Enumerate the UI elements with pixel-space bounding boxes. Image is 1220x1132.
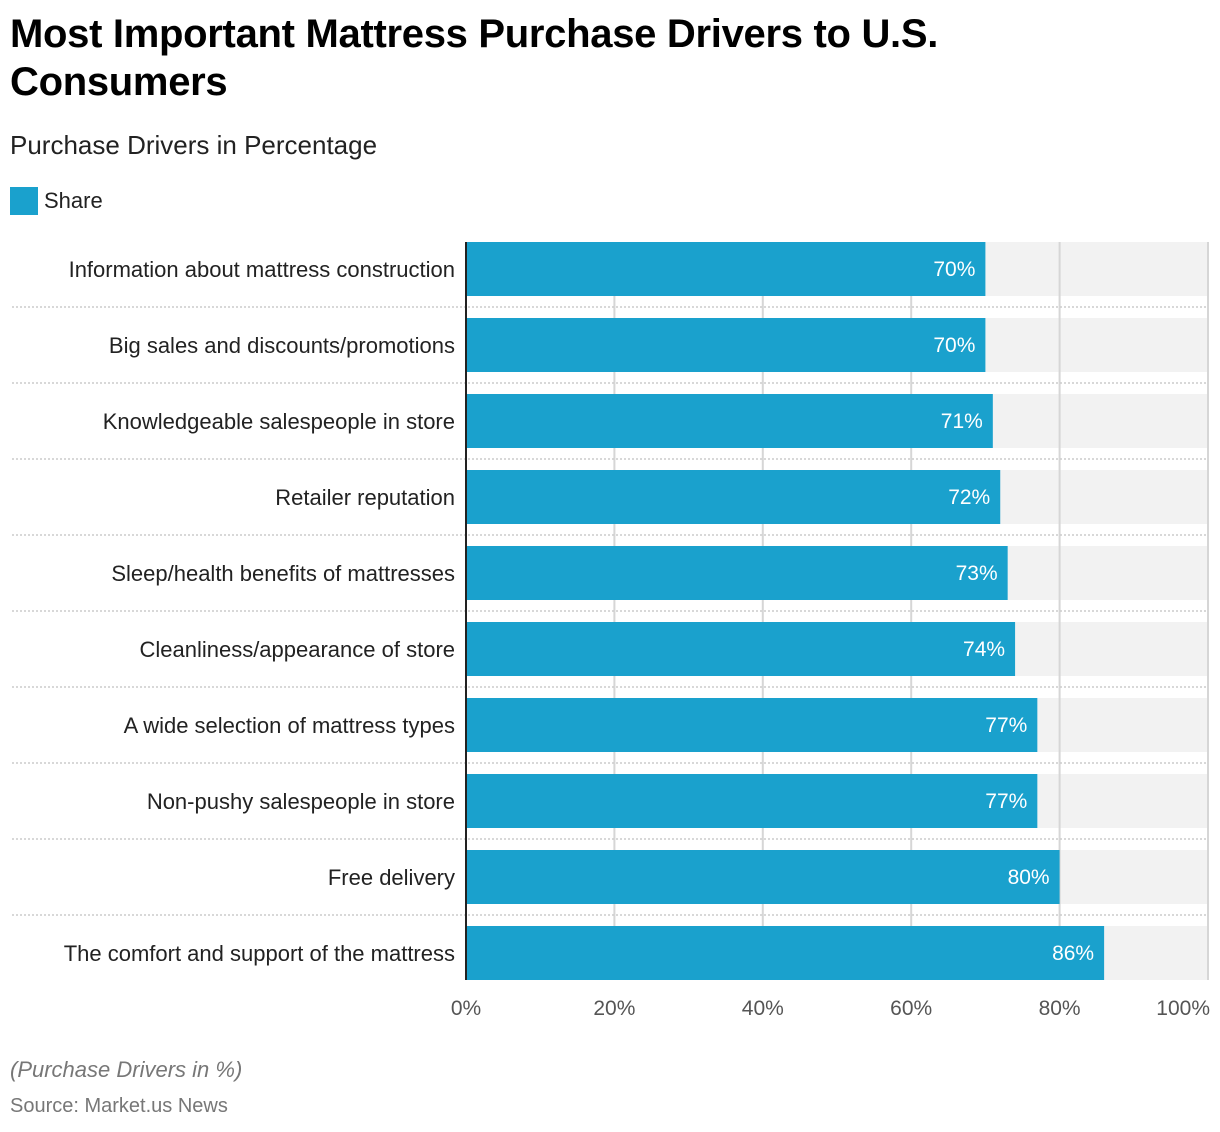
data-label: 77%	[985, 714, 1027, 737]
data-label: 72%	[948, 486, 990, 509]
bar[interactable]	[466, 318, 986, 372]
source-note: Source: Market.us News	[10, 1095, 228, 1117]
data-label: 73%	[956, 562, 998, 585]
bar[interactable]	[466, 622, 1016, 676]
chart-subtitle: Purchase Drivers in Percentage	[10, 130, 378, 160]
bar[interactable]	[466, 774, 1038, 828]
data-label: 70%	[933, 258, 975, 281]
bar[interactable]	[466, 546, 1008, 600]
x-tick-label: 0%	[451, 997, 481, 1020]
category-label: Knowledgeable salespeople in store	[103, 409, 455, 434]
x-tick-label: 20%	[593, 997, 635, 1020]
bar[interactable]	[466, 698, 1038, 752]
data-label: 74%	[963, 638, 1005, 661]
x-tick-label: 60%	[890, 997, 932, 1020]
chart-title: Most Important Mattress Purchase Drivers…	[10, 12, 939, 104]
category-label: Non-pushy salespeople in store	[147, 789, 455, 814]
bar[interactable]	[466, 242, 986, 296]
category-label: Retailer reputation	[275, 485, 455, 510]
bar[interactable]	[466, 470, 1001, 524]
category-label: A wide selection of mattress types	[124, 713, 455, 738]
x-tick-label: 80%	[1039, 997, 1081, 1020]
bar[interactable]	[466, 850, 1060, 904]
data-label: 70%	[933, 334, 975, 357]
data-label: 80%	[1008, 866, 1050, 889]
bar-chart: 70% Information about mattress constructi…	[12, 242, 1210, 1020]
category-label: The comfort and support of the mattress	[64, 941, 455, 966]
category-label: Cleanliness/appearance of store	[139, 637, 455, 662]
category-label: Big sales and discounts/promotions	[109, 333, 455, 358]
legend: Share	[10, 187, 103, 215]
footnote: (Purchase Drivers in %)	[10, 1057, 243, 1082]
x-tick-label: 40%	[742, 997, 784, 1020]
bar[interactable]	[466, 394, 993, 448]
data-label: 86%	[1052, 942, 1094, 965]
legend-label-share[interactable]: Share	[44, 188, 103, 213]
legend-swatch-share	[10, 187, 38, 215]
x-tick-label: 100%	[1156, 997, 1210, 1020]
data-label: 77%	[985, 790, 1027, 813]
category-label: Free delivery	[328, 865, 455, 890]
category-label: Sleep/health benefits of mattresses	[111, 561, 455, 586]
data-label: 71%	[941, 410, 983, 433]
category-label: Information about mattress construction	[69, 257, 455, 282]
bar[interactable]	[466, 926, 1105, 980]
